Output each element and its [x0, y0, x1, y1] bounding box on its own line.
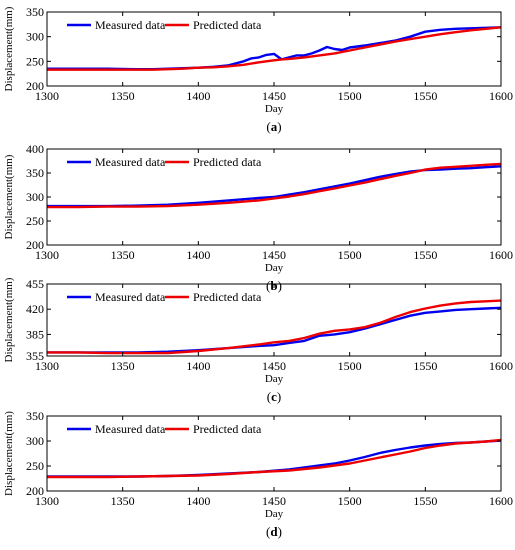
- y-axis-title: Displacement(mm): [3, 6, 15, 91]
- x-tick-label: 1500: [338, 248, 362, 262]
- x-tick-label: 1400: [186, 89, 210, 103]
- x-tick-label: 1450: [262, 248, 286, 262]
- x-tick-label: 1400: [186, 248, 210, 262]
- x-tick-label: 1600: [489, 359, 513, 373]
- x-tick-label: 1300: [35, 359, 59, 373]
- chart-panel-c: 1300 1350 1400 1450 1500 1550 1600 355 385 420 455…: [3, 277, 513, 404]
- series-line-measured: [47, 26, 501, 71]
- y-tick-label: 200: [26, 79, 44, 93]
- y-tick-label: 300: [26, 434, 44, 448]
- series-line-predicted: [47, 26, 501, 71]
- x-tick-label: 1600: [489, 248, 513, 262]
- panel-label: (c): [267, 389, 281, 404]
- legend: Measured data Predicted data: [67, 155, 262, 169]
- x-tick-label: 1300: [35, 494, 59, 508]
- y-tick-label: 400: [26, 142, 44, 156]
- x-tick-label: 1550: [413, 248, 437, 262]
- x-tick-label: 1600: [489, 89, 513, 103]
- x-axis-title: Day: [265, 262, 284, 274]
- x-tick-label: 1350: [111, 359, 135, 373]
- y-tick-label: 350: [26, 166, 44, 180]
- series-line-predicted: [47, 438, 501, 479]
- y-tick-label: 350: [26, 409, 44, 423]
- y-tick-label: 300: [26, 30, 44, 44]
- x-tick-label: 1350: [111, 248, 135, 262]
- y-tick-label: 455: [26, 277, 44, 291]
- x-tick-label: 1450: [262, 359, 286, 373]
- legend-label-measured: Measured data: [95, 18, 166, 32]
- legend-label-measured: Measured data: [95, 422, 166, 436]
- x-tick-label: 1500: [338, 89, 362, 103]
- legend-label-predicted: Predicted data: [193, 290, 262, 304]
- series-line-predicted: [47, 162, 501, 209]
- x-tick-label: 1400: [186, 494, 210, 508]
- chart-panel-d: 1300 1350 1400 1450 1500 1550 1600 200 250 300 350…: [3, 409, 513, 539]
- y-tick-label: 200: [26, 238, 44, 252]
- chart-panel-a: 1300 1350 1400 1450 1500 1550 1600 200 250 300 350…: [3, 5, 513, 134]
- legend-label-predicted: Predicted data: [193, 422, 262, 436]
- y-tick-label: 420: [26, 302, 44, 316]
- x-tick-label: 1550: [413, 494, 437, 508]
- panel-label: (a): [266, 119, 281, 134]
- x-tick-label: 1300: [35, 89, 59, 103]
- legend: Measured data Predicted data: [67, 290, 262, 304]
- legend-label-predicted: Predicted data: [193, 155, 262, 169]
- x-axis-title: Day: [265, 373, 284, 385]
- y-tick-label: 250: [26, 459, 44, 473]
- y-tick-label: 350: [26, 5, 44, 19]
- x-tick-label: 1500: [338, 494, 362, 508]
- legend-label-predicted: Predicted data: [193, 18, 262, 32]
- x-tick-label: 1450: [262, 494, 286, 508]
- x-tick-label: 1600: [489, 494, 513, 508]
- legend: Measured data Predicted data: [67, 422, 262, 436]
- y-tick-label: 250: [26, 214, 44, 228]
- panel-label: (d): [266, 524, 282, 539]
- series-line-measured: [47, 165, 501, 208]
- legend-label-measured: Measured data: [95, 290, 166, 304]
- y-axis-title: Displacement(mm): [3, 277, 15, 362]
- y-tick-label: 200: [26, 484, 44, 498]
- y-tick-label: 300: [26, 190, 44, 204]
- legend-label-measured: Measured data: [95, 155, 166, 169]
- chart-panel-b: 1300 1350 1400 1450 1500 1550 1600 200 250 300 350…: [3, 142, 513, 293]
- x-tick-label: 1450: [262, 89, 286, 103]
- y-tick-label: 250: [26, 54, 44, 68]
- x-tick-label: 1350: [111, 89, 135, 103]
- y-axis-title: Displacement(mm): [3, 411, 15, 496]
- series-line-measured: [47, 306, 501, 354]
- x-tick-label: 1300: [35, 248, 59, 262]
- y-tick-label: 385: [26, 327, 44, 341]
- series-line-predicted: [47, 299, 501, 355]
- x-axis-title: Day: [265, 103, 284, 115]
- y-axis-title: Displacement(mm): [3, 154, 15, 239]
- x-tick-label: 1550: [413, 89, 437, 103]
- x-tick-label: 1550: [413, 359, 437, 373]
- x-tick-label: 1350: [111, 494, 135, 508]
- x-tick-label: 1400: [186, 359, 210, 373]
- x-tick-label: 1500: [338, 359, 362, 373]
- x-axis-title: Day: [265, 508, 284, 520]
- y-tick-label: 355: [26, 349, 44, 363]
- legend: Measured data Predicted data: [67, 18, 262, 32]
